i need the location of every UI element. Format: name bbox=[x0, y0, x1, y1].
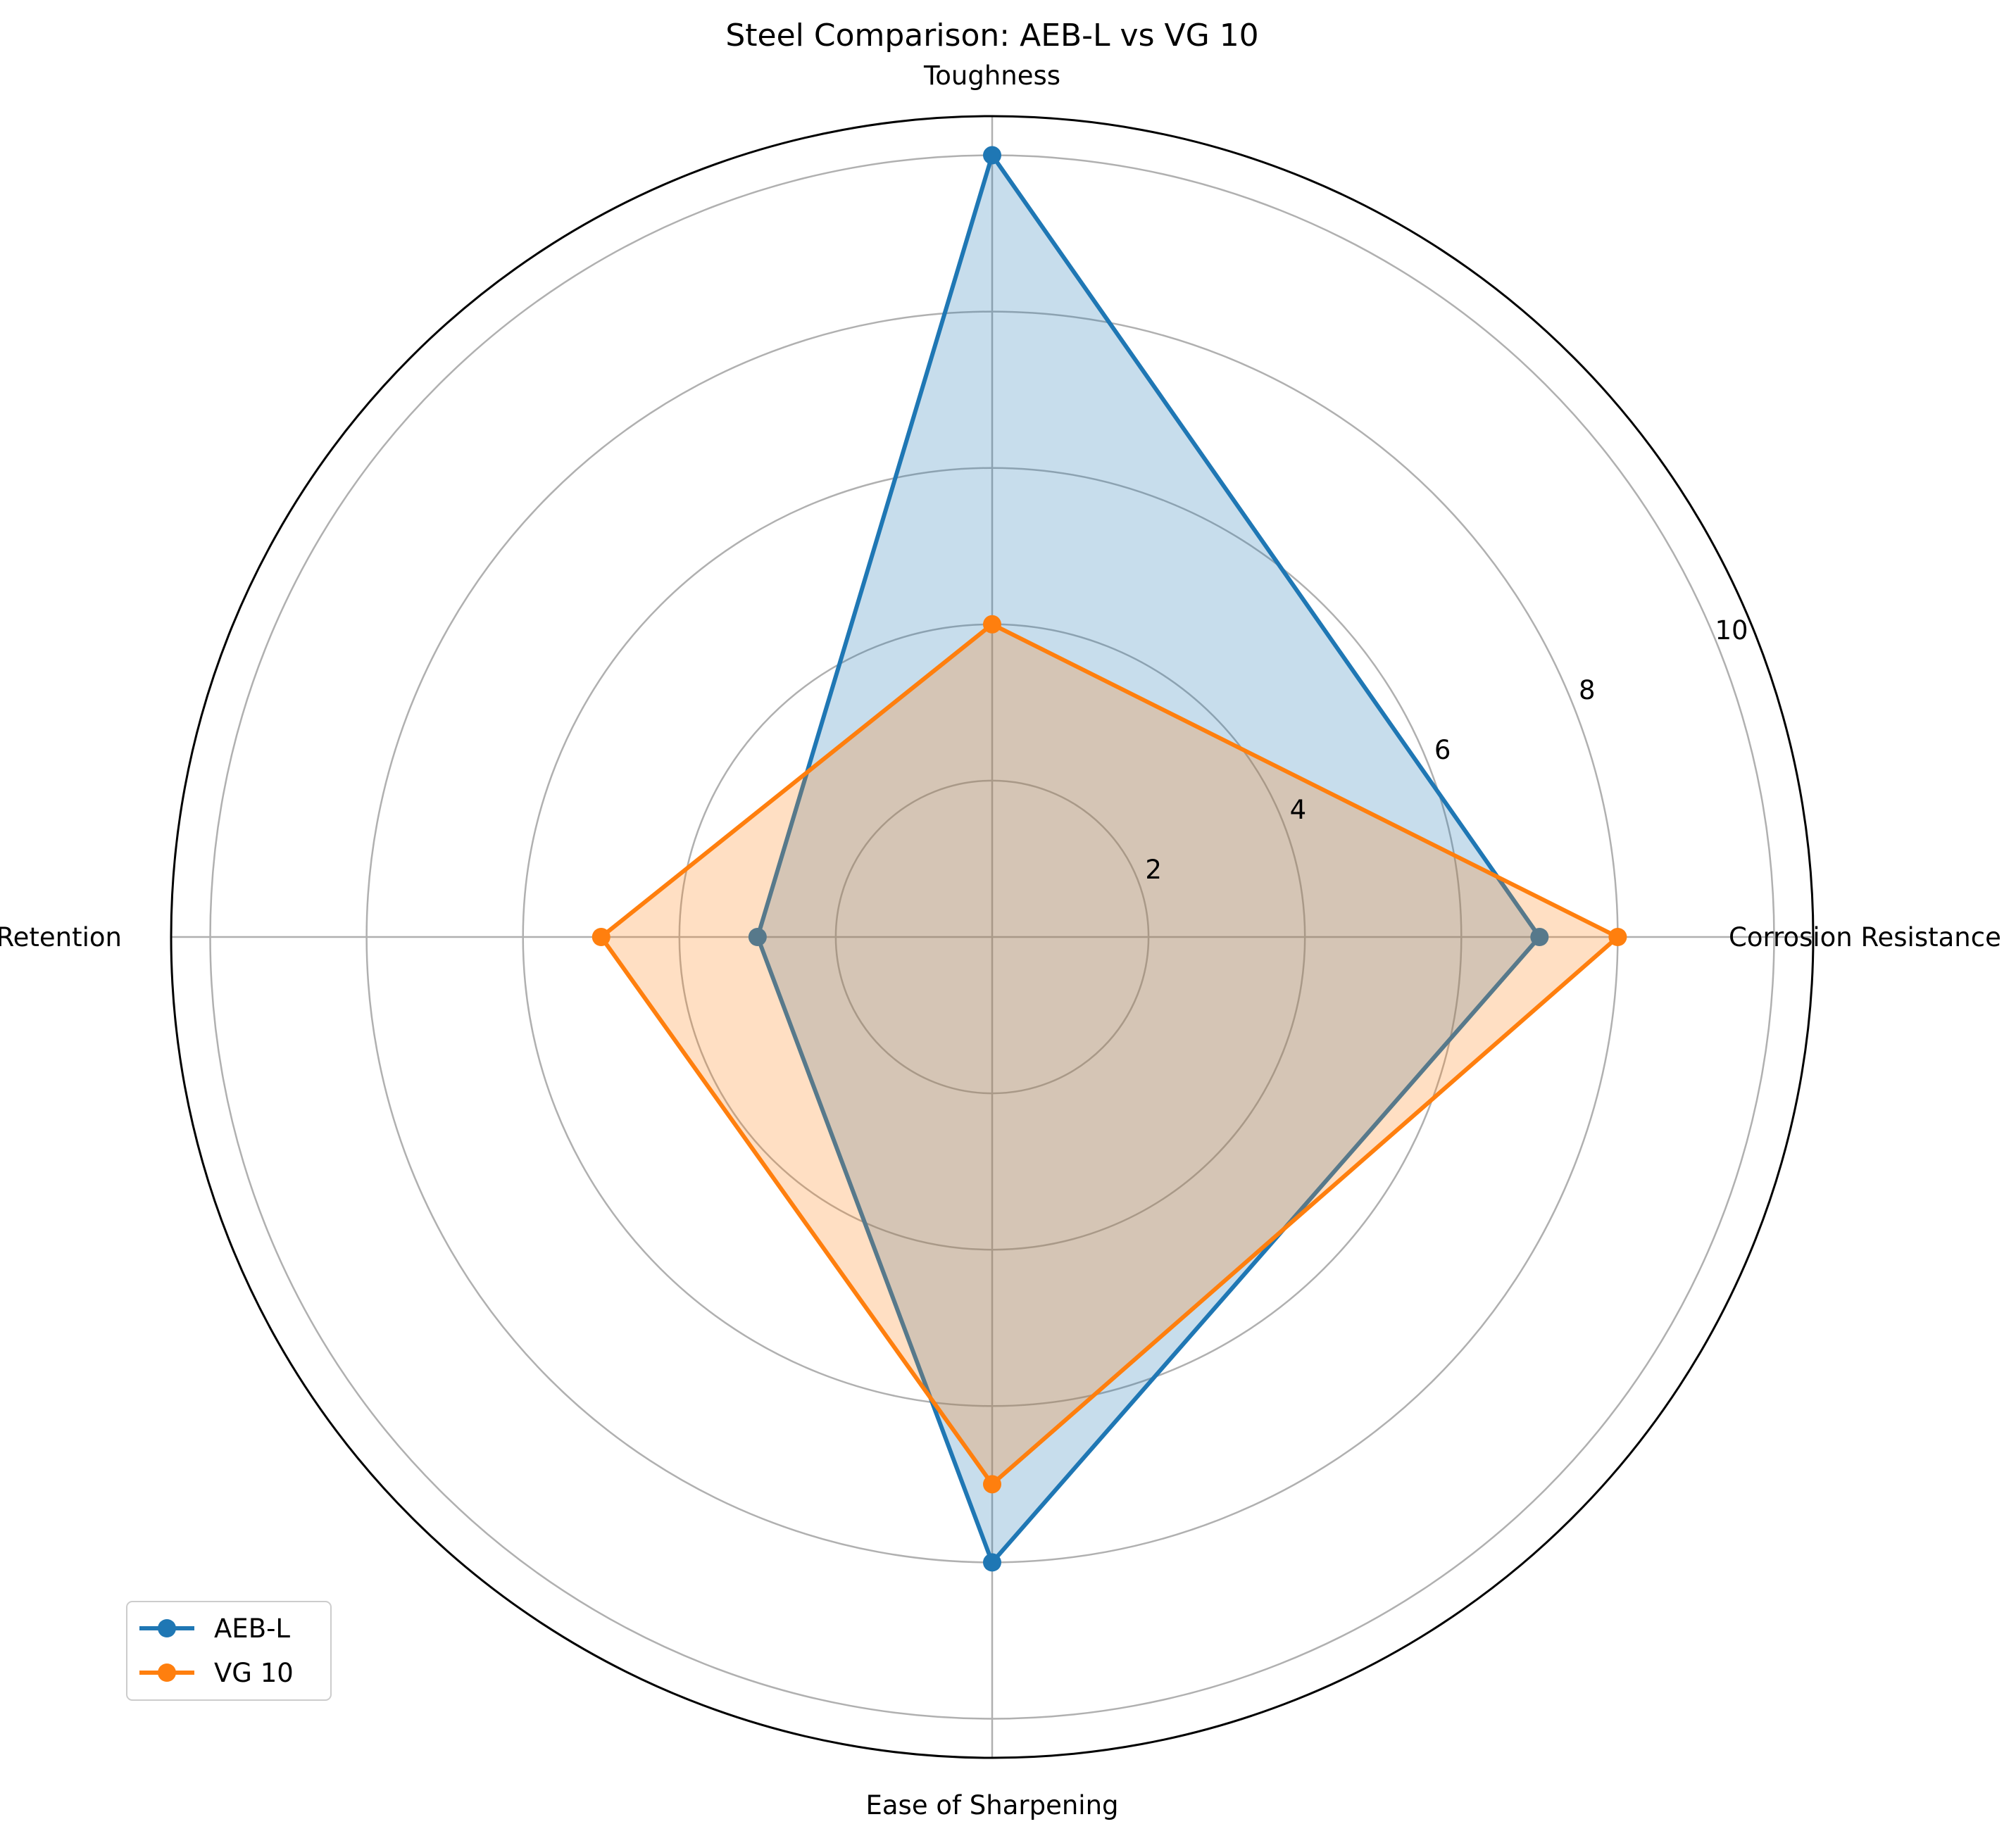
legend-marker-vg-10 bbox=[158, 1663, 176, 1682]
radial-tick-label-6: 6 bbox=[1434, 735, 1451, 765]
radial-tick-label-2: 2 bbox=[1145, 855, 1162, 885]
category-label-toughness: Toughness bbox=[923, 61, 1060, 91]
series-layer bbox=[591, 146, 1627, 1572]
legend: AEB-L VG 10 bbox=[126, 1601, 332, 1701]
radial-tick-label-8: 8 bbox=[1579, 675, 1596, 705]
radial-tick-labels: 2 4 6 8 10 bbox=[1145, 615, 1748, 885]
series-fill-vg-10 bbox=[601, 624, 1618, 1485]
data-point-aeb-l-2 bbox=[748, 928, 767, 946]
radial-tick-label-10: 10 bbox=[1715, 615, 1748, 646]
category-label-corrosion-resistance: Corrosion Resistance bbox=[1729, 922, 2001, 952]
category-label-ease-of-sharpening: Ease of Sharpening bbox=[865, 1790, 1118, 1820]
legend-label-aeb-l: AEB-L bbox=[214, 1614, 290, 1644]
series-fill-aeb-l bbox=[757, 155, 1540, 1563]
data-point-vg-10-3 bbox=[983, 1475, 1001, 1494]
polar-frame bbox=[170, 115, 1815, 1759]
data-point-vg-10-1 bbox=[983, 615, 1001, 634]
category-spokes bbox=[171, 116, 1813, 1758]
data-point-aeb-l-3 bbox=[983, 1553, 1001, 1572]
legend-label-vg-10: VG 10 bbox=[214, 1658, 294, 1688]
data-point-aeb-l-0 bbox=[1530, 928, 1549, 946]
data-point-vg-10-0 bbox=[1608, 928, 1627, 946]
category-label-edge-retention: Edge Retention bbox=[0, 922, 122, 952]
chart-title: Steel Comparison: AEB-L vs VG 10 bbox=[725, 18, 1258, 54]
data-point-vg-10-2 bbox=[591, 928, 611, 946]
data-point-aeb-l-1 bbox=[983, 146, 1001, 165]
radial-tick-label-4: 4 bbox=[1290, 795, 1307, 825]
legend-marker-aeb-l bbox=[158, 1619, 176, 1637]
